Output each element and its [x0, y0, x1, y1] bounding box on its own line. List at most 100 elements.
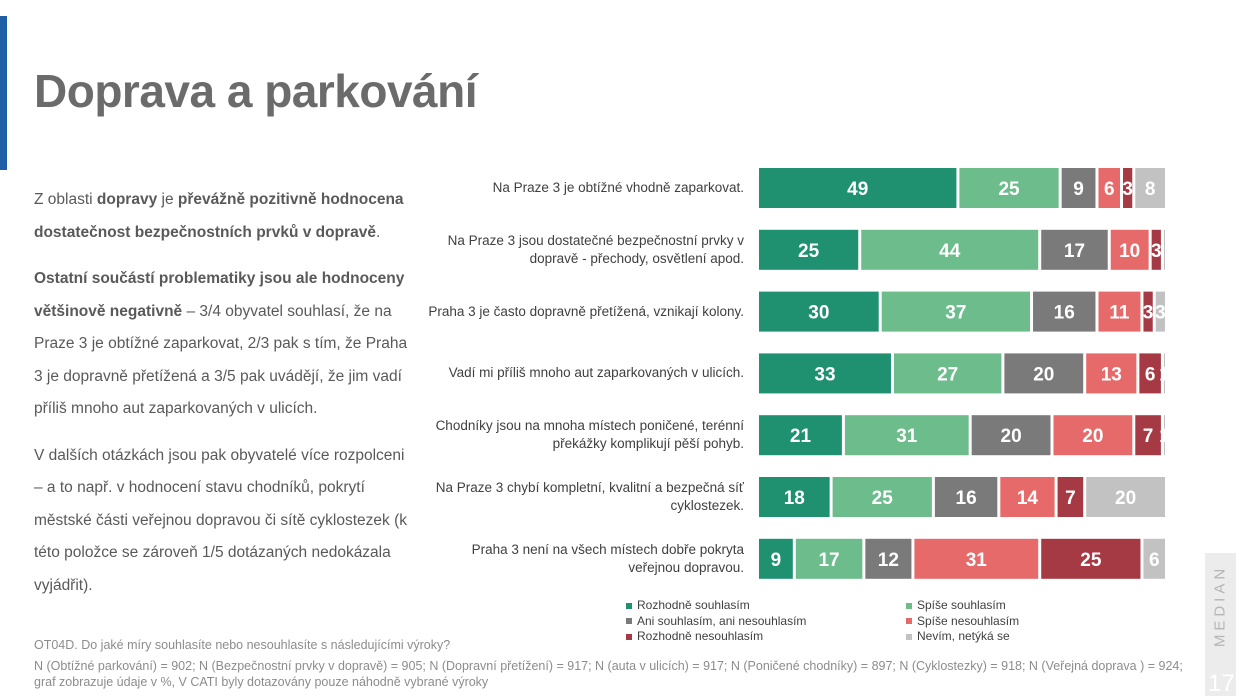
question-label: Vadí mi příliš mnoho aut zaparkovaných v…: [448, 365, 744, 381]
bar-value-label: 7: [1065, 488, 1076, 509]
legend-swatch: [626, 602, 632, 609]
bar-value-label: 7: [1143, 426, 1154, 447]
summary-paragraph-3: V dalších otázkách jsou pak obyvatelé ví…: [34, 446, 408, 594]
bar-segment: [971, 415, 1051, 456]
bar-value-label: 3: [1151, 241, 1162, 262]
question-label: Praha 3 je často dopravně přetížená, vzn…: [428, 303, 744, 319]
bar-segment: [759, 477, 830, 517]
bar-segment: [1086, 353, 1137, 394]
bar-value-label: 3: [1143, 303, 1154, 324]
bar-value-label: 20: [1033, 364, 1054, 385]
bar-segment: [1163, 229, 1165, 270]
bar-segment: [1123, 168, 1133, 208]
question-footnote: OT04D. Do jaké míry souhlasíte nebo neso…: [34, 638, 451, 652]
bar-value-label: 17: [1064, 241, 1085, 262]
legend-item: Nevím, netýká se: [906, 629, 1096, 645]
accent-bar: [0, 16, 7, 170]
legend-label: Rozhodně nesouhlasím: [637, 629, 764, 643]
legend-label: Nevím, netýká se: [917, 629, 1010, 643]
bar-segment: [1163, 353, 1165, 394]
bar-value-label: 37: [945, 303, 966, 324]
bar-value-label: 25: [998, 179, 1020, 200]
bar-value-label: 3: [1155, 303, 1166, 324]
bar-value-label: 11: [1109, 303, 1130, 324]
bar-segment: [1098, 291, 1141, 332]
bar-segment: [1041, 538, 1141, 579]
bar-segment: [914, 538, 1039, 579]
bar-value-label: 6: [1104, 179, 1115, 200]
legend-swatch: [626, 633, 632, 640]
bar-segment: [759, 168, 957, 208]
bar-value-label: 9: [771, 550, 782, 571]
bar-value-label: 21: [790, 426, 812, 447]
bar-segment: [1053, 415, 1133, 456]
bar-value-label: 20: [1115, 488, 1136, 509]
question-label: Chodníky jsou na mnoha místech poničené,…: [435, 418, 744, 452]
question-label: Na Praze 3 chybí kompletní, kvalitní a b…: [435, 480, 744, 513]
bar-value-label: 17: [818, 550, 839, 571]
bar-segment: [1110, 229, 1149, 270]
sample-size-footnote: N (Obtížné parkování) = 902; N (Bezpečno…: [34, 659, 1183, 689]
bar-segment: [865, 538, 912, 579]
bar-segment: [934, 477, 998, 517]
median-logo: MEDIAN: [1211, 564, 1229, 648]
bar-segment: [1143, 538, 1165, 579]
legend-label: Ani souhlasím, ani nesouhlasím: [637, 613, 807, 628]
legend-swatch: [906, 633, 912, 640]
bar-value-label: 31: [896, 426, 918, 447]
bar-value-label: 44: [939, 241, 961, 262]
legend-item: Ani souhlasím, ani nesouhlasím: [626, 614, 906, 630]
bar-segment: [1041, 229, 1108, 270]
bar-value-label: 16: [956, 488, 977, 509]
bar-segment: [893, 353, 1002, 394]
bar-segment: [795, 538, 863, 579]
bar-value-label: 6: [1149, 550, 1160, 571]
legend-swatch: [626, 618, 632, 625]
summary-paragraph-2: Ostatní součástí problematiky jsou ale h…: [34, 270, 408, 417]
bar-value-label: 12: [878, 550, 899, 571]
bar-segment: [1000, 477, 1055, 517]
bar-value-label: 16: [1054, 303, 1075, 324]
bar-segment: [881, 291, 1031, 332]
bar-value-label: 25: [798, 241, 820, 262]
bar-segment: [1057, 477, 1084, 517]
bar-segment: [1004, 353, 1084, 394]
legend-swatch: [906, 602, 912, 609]
bar-segment: [1139, 353, 1161, 394]
bar-value-label: 13: [1101, 364, 1122, 385]
question-label: Praha 3 není na všech místech dobře pokr…: [471, 541, 744, 575]
legend-item: Rozhodně souhlasím: [626, 598, 906, 614]
bar-segment: [1086, 477, 1165, 517]
bar-value-label: 1: [1159, 364, 1170, 385]
question-label: Na Praze 3 je obtížné vhodně zaparkovat.: [492, 180, 744, 195]
bar-segment: [844, 415, 969, 456]
bar-segment: [759, 229, 859, 270]
bar-value-label: 1: [1159, 426, 1170, 447]
bar-value-label: 9: [1073, 179, 1084, 200]
bar-value-label: 30: [808, 303, 829, 324]
bar-segment: [759, 291, 879, 332]
bar-value-label: 27: [937, 364, 958, 385]
question-label: Na Praze 3 jsou dostatečné bezpečnostní …: [447, 232, 744, 266]
bar-value-label: 25: [1080, 550, 1102, 571]
bar-value-label: 49: [847, 179, 868, 200]
summary-paragraph-1: Z oblasti dopravy je převážně pozitivně …: [34, 191, 404, 241]
question-labels: Na Praze 3 je obtížné vhodně zaparkovat.…: [420, 0, 744, 600]
legend-label: Spíše nesouhlasím: [917, 613, 1020, 628]
bar-segment: [832, 477, 932, 517]
bar-segment: [1135, 415, 1161, 456]
bar-value-label: 3: [1122, 179, 1133, 200]
stacked-bar-chart: 49 25 9 6 3 825 44 17 10 330 37 16 11 3 333 27 20 13 6 121 3…: [759, 168, 1170, 579]
bar-value-label: 14: [1017, 488, 1039, 509]
bar-segment: [1061, 168, 1096, 208]
legend-label: Spíše souhlasím: [917, 598, 1006, 612]
bar-segment: [759, 353, 891, 394]
legend-item: Rozhodně nesouhlasím: [626, 629, 906, 645]
bar-segment: [959, 168, 1059, 208]
legend-swatch: [906, 618, 912, 625]
bar-value-label: 31: [966, 550, 988, 571]
bar-segment: [759, 538, 793, 579]
bar-value-label: 33: [814, 364, 835, 385]
legend-label: Rozhodně souhlasím: [637, 598, 750, 612]
bar-value-label: 18: [784, 488, 805, 509]
